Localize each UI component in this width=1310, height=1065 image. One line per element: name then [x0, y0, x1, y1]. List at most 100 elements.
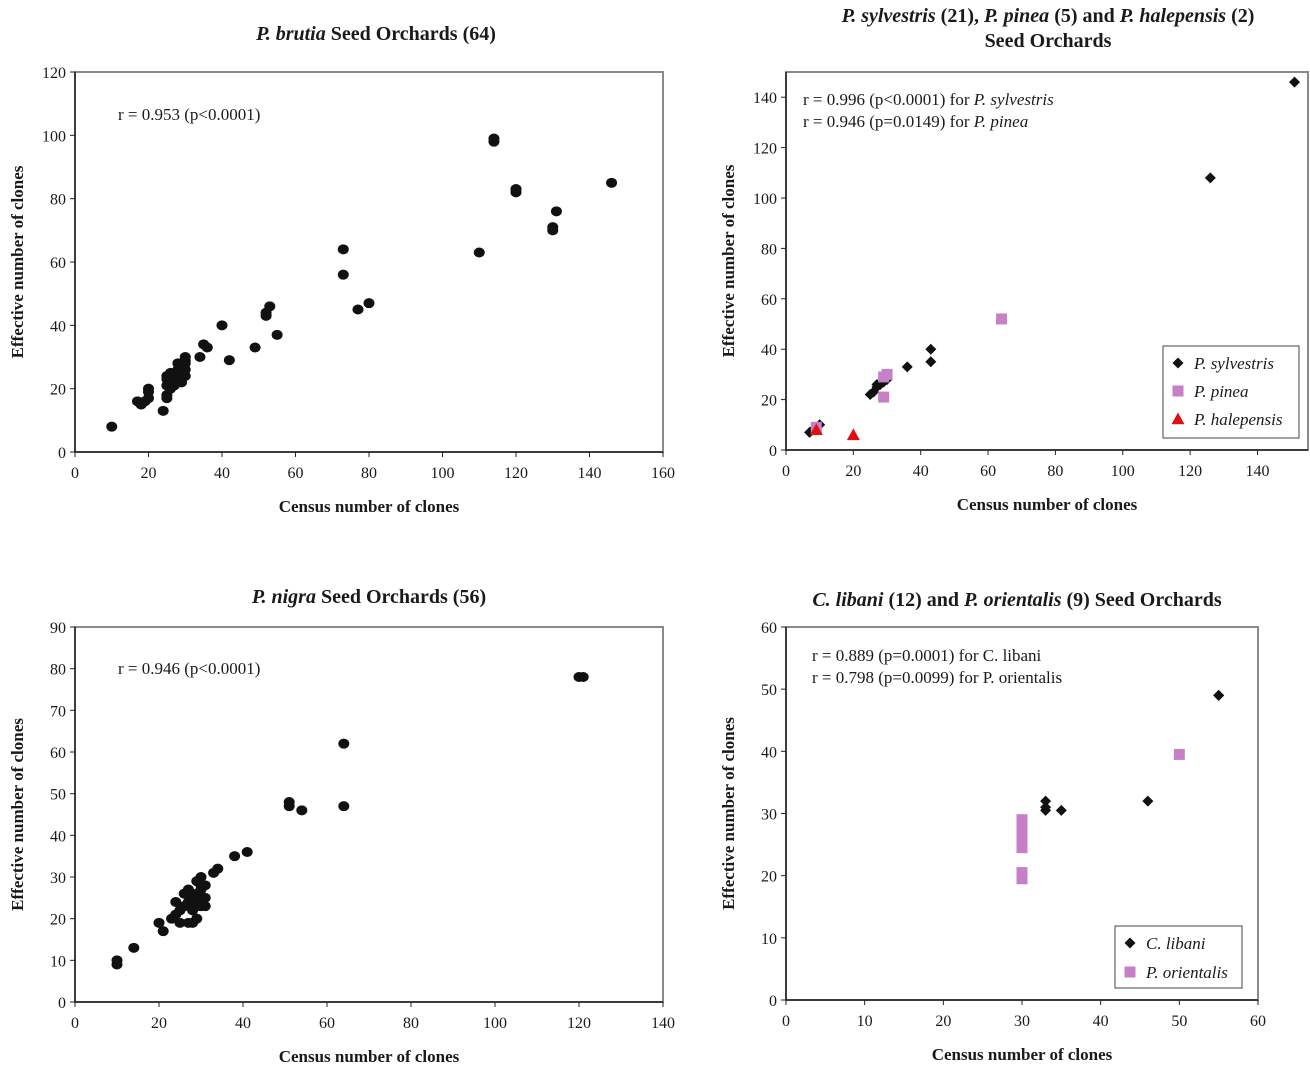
- y-tick-label: 40: [50, 318, 66, 335]
- x-tick-label: 100: [483, 1015, 507, 1032]
- data-point: [925, 343, 937, 355]
- data-point: [157, 926, 169, 937]
- legend: C. libani P. orientalis: [1114, 925, 1243, 989]
- correlation-annotation-part: r = 0.889 (p=0.0001) for C. libani: [812, 646, 1042, 665]
- data-point: [1055, 804, 1067, 816]
- data-point: [363, 298, 375, 309]
- x-tick-label: 0: [782, 463, 790, 480]
- data-point: [174, 917, 186, 928]
- y-tick-label: 30: [761, 807, 777, 824]
- x-tick-label: 10: [857, 1013, 873, 1030]
- legend-label: P. sylvestris: [1193, 354, 1274, 373]
- legend: P. sylvestris P. pinea P. halepensis: [1162, 345, 1300, 439]
- data-point: [337, 269, 349, 280]
- data-point: [199, 880, 211, 891]
- data-point: [229, 851, 241, 862]
- correlation-annotation: r = 0.889 (p=0.0001) for C. libani: [812, 646, 1042, 665]
- chart-title: P. brutia Seed Orchards (64): [255, 23, 496, 45]
- y-axis-label: Effective number of clones: [8, 165, 27, 358]
- data-point: [1016, 826, 1028, 838]
- data-point: [809, 423, 823, 436]
- x-tick-label: 60: [288, 465, 304, 482]
- data-point: [199, 892, 211, 903]
- data-point: [283, 797, 295, 807]
- data-point: [488, 133, 500, 144]
- chart-title-part: (21),: [936, 5, 984, 27]
- data-point: [338, 738, 350, 749]
- x-axis-label: Census number of clones: [279, 1047, 460, 1065]
- y-tick-label: 30: [50, 870, 66, 887]
- y-tick-label: 40: [761, 744, 777, 761]
- data-point: [352, 304, 364, 315]
- data-point: [212, 863, 224, 874]
- y-tick-label: 60: [761, 620, 777, 637]
- correlation-annotation: r = 0.946 (p=0.0149) for P. pinea: [803, 112, 1028, 131]
- x-tick-label: 100: [431, 465, 455, 482]
- chart-title-part: C. libani: [812, 589, 884, 611]
- data-point: [1016, 842, 1028, 854]
- chart-title-part: P. brutia: [255, 23, 326, 45]
- x-tick-label: 50: [1171, 1013, 1187, 1030]
- data-point: [182, 884, 194, 895]
- correlation-annotation: r = 0.996 (p<0.0001) for P. sylvestris: [803, 90, 1054, 109]
- correlation-annotation: r = 0.798 (p=0.0099) for P. orientalis: [812, 668, 1062, 687]
- y-tick-label: 0: [769, 993, 777, 1010]
- x-tick-label: 140: [1245, 463, 1269, 480]
- series-2: [1016, 748, 1185, 885]
- y-tick-label: 120: [753, 141, 777, 158]
- x-tick-label: 120: [567, 1015, 591, 1032]
- y-tick-label: 60: [50, 745, 66, 762]
- data-point: [111, 955, 123, 966]
- x-tick-label: 0: [71, 465, 79, 482]
- data-point: [195, 872, 207, 882]
- x-tick-label: 0: [782, 1013, 790, 1030]
- correlation-annotation: r = 0.953 (p<0.0001): [118, 105, 260, 124]
- y-axis-label: Effective number of clones: [8, 718, 27, 911]
- chart-title: P. sylvestris (21), P. pinea (5) and P. …: [841, 5, 1255, 27]
- series-3: [809, 423, 860, 441]
- y-tick-label: 100: [42, 128, 66, 145]
- legend-marker: [1172, 385, 1184, 397]
- data-point: [1016, 832, 1028, 844]
- y-tick-label: 40: [50, 828, 66, 845]
- x-tick-label: 100: [1111, 463, 1135, 480]
- y-tick-label: 60: [761, 292, 777, 309]
- x-tick-label: 140: [578, 465, 602, 482]
- x-axis-label: Census number of clones: [279, 497, 460, 516]
- data-point: [1016, 873, 1028, 885]
- x-tick-label: 80: [1047, 463, 1063, 480]
- legend-label: C. libani: [1146, 934, 1206, 953]
- correlation-annotation-part: r = 0.996 (p<0.0001) for: [803, 90, 974, 109]
- data-point: [337, 244, 349, 255]
- y-tick-label: 40: [761, 342, 777, 359]
- chart-title-part: Seed Orchards (56): [316, 586, 486, 608]
- y-tick-label: 0: [769, 443, 777, 460]
- data-point: [223, 355, 235, 366]
- data-point: [106, 421, 118, 432]
- x-tick-label: 160: [651, 465, 675, 482]
- legend-label: P. pinea: [1193, 382, 1248, 401]
- data-point: [547, 225, 559, 236]
- chart-title-line2: Seed Orchards: [985, 30, 1112, 52]
- y-tick-label: 80: [50, 662, 66, 679]
- x-tick-label: 20: [151, 1015, 167, 1032]
- data-point: [143, 383, 154, 394]
- correlation-annotation-part: P. pinea: [973, 112, 1028, 131]
- y-axis-label: Effective number of clones: [719, 717, 738, 910]
- x-tick-label: 80: [403, 1015, 419, 1032]
- data-point: [249, 342, 261, 353]
- y-axis-label: Effective number of clones: [719, 164, 738, 357]
- y-tick-label: 50: [50, 787, 66, 804]
- x-axis-label: Census number of clones: [957, 495, 1138, 514]
- data-point: [878, 391, 890, 403]
- correlation-annotation-part: r = 0.798 (p=0.0099) for P. orientalis: [812, 668, 1062, 687]
- data-point: [338, 801, 350, 812]
- chart-title-part: P. halepensis: [1119, 5, 1227, 27]
- data-point: [199, 901, 211, 912]
- scatter-chart-3: 0 20 40 60 80 100 120 140 0 10 20 30 40 50 60 70 80 90 Cen…: [8, 586, 675, 1065]
- data-point: [157, 405, 169, 416]
- correlation-annotation: r = 0.946 (p<0.0001): [118, 659, 260, 678]
- chart-title: C. libani (12) and P. orientalis (9) See…: [812, 589, 1222, 611]
- plot-frame: [74, 626, 664, 1003]
